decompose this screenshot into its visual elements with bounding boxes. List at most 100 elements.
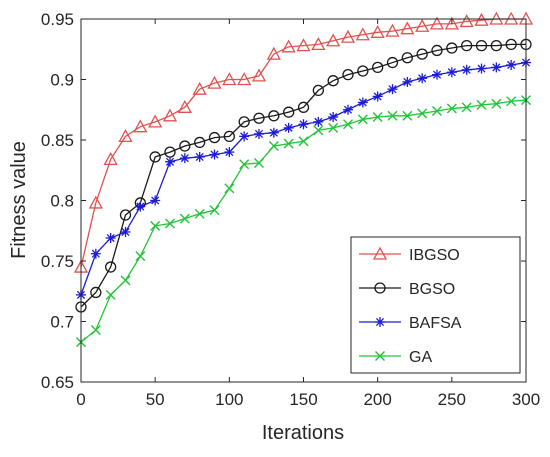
data-point-bafsa <box>313 116 324 127</box>
series-markers-ibgso <box>73 11 534 273</box>
data-point-bafsa <box>372 91 383 102</box>
data-point-ibgso <box>148 114 163 128</box>
data-point-ga <box>268 141 279 152</box>
x-axis-title: Iterations <box>262 422 344 444</box>
data-point-ga <box>387 110 398 121</box>
x-tick-label: 0 <box>76 390 85 409</box>
legend-box <box>350 236 521 374</box>
data-point-bafsa <box>506 59 517 70</box>
data-point-ga <box>105 289 116 300</box>
data-point-ibgso <box>162 108 178 122</box>
data-point-bgso <box>119 209 132 221</box>
data-point-bgso <box>431 44 443 57</box>
data-point-bafsa <box>209 149 220 160</box>
data-point-ibgso <box>415 18 430 32</box>
legend-item-ga: GA <box>359 349 432 366</box>
data-point-ga <box>313 125 324 136</box>
data-point-ibgso <box>118 129 133 143</box>
data-point-bgso <box>208 131 221 144</box>
data-point-bafsa <box>298 119 309 130</box>
data-point-bafsa <box>90 248 101 259</box>
data-point-ga <box>165 218 175 229</box>
x-tick-label: 300 <box>512 390 540 409</box>
data-point-ibgso <box>474 12 489 26</box>
data-point-ga <box>298 136 309 147</box>
data-point-bgso <box>416 48 428 60</box>
data-point-ga <box>491 98 502 109</box>
data-point-ga <box>135 251 146 262</box>
data-point-bafsa <box>239 131 250 142</box>
data-point-ibgso <box>444 16 459 30</box>
data-point-bgso <box>90 286 102 299</box>
data-point-bafsa <box>461 64 472 75</box>
data-point-ga <box>179 213 190 224</box>
data-point-ga <box>254 157 264 168</box>
data-point-bgso <box>446 42 458 54</box>
y-tick-label: 0.85 <box>41 131 74 150</box>
data-point-ga <box>343 119 353 130</box>
data-point-ibgso <box>281 39 296 53</box>
data-point-bafsa <box>476 63 487 74</box>
legend-item-bafsa: BAFSA <box>359 315 462 332</box>
legend-item-ibgso: IBGSO <box>359 246 460 264</box>
data-point-bgso <box>283 106 295 118</box>
data-point-ga <box>461 102 472 113</box>
x-tick-label: 250 <box>438 390 466 409</box>
data-point-bafsa <box>432 69 442 80</box>
y-tick-label: 0.75 <box>41 252 74 271</box>
data-point-bafsa <box>179 153 190 164</box>
series-line-bgso <box>80 43 526 308</box>
data-point-bgso <box>194 136 206 149</box>
data-point-bafsa <box>417 73 428 84</box>
data-point-ibgso <box>237 72 252 86</box>
data-point-ibgso <box>459 14 474 28</box>
legend-swatch-marker <box>372 246 388 260</box>
data-point-ibgso <box>326 33 341 47</box>
data-point-bgso <box>461 39 473 52</box>
y-axis-title: Fitness value <box>8 141 30 259</box>
series-markers-ga <box>76 95 531 348</box>
data-point-ga <box>446 103 457 114</box>
data-point-ibgso <box>133 119 148 133</box>
data-point-bgso <box>253 112 265 124</box>
data-point-ibgso <box>355 27 370 41</box>
data-point-bgso <box>357 65 369 77</box>
data-point-ga <box>239 159 250 170</box>
data-point-bgso <box>105 261 117 273</box>
data-point-ga <box>506 96 517 107</box>
data-point-bafsa <box>446 67 457 78</box>
legend-swatch-marker <box>375 351 385 361</box>
data-point-ga <box>417 108 428 119</box>
data-point-bafsa <box>328 112 339 123</box>
series-markers-bafsa <box>76 57 531 300</box>
data-point-bafsa <box>402 76 413 87</box>
data-point-ibgso <box>385 23 400 37</box>
data-point-ibgso <box>207 75 222 89</box>
data-point-ibgso <box>311 37 326 51</box>
data-point-ga <box>357 114 368 125</box>
data-point-ibgso <box>340 29 356 43</box>
data-point-ibgso <box>370 24 385 38</box>
data-point-ga <box>372 112 383 123</box>
legend-swatch-marker <box>374 282 386 294</box>
data-point-bafsa <box>135 201 146 212</box>
data-point-ga <box>150 220 161 231</box>
data-point-bafsa <box>150 195 161 206</box>
data-point-ga <box>283 138 294 149</box>
data-point-ibgso <box>429 16 445 30</box>
legend-label: GA <box>409 349 432 366</box>
data-point-ga <box>120 275 131 286</box>
data-point-bafsa <box>357 97 368 108</box>
data-point-bgso <box>342 69 354 81</box>
data-point-ibgso <box>222 72 237 86</box>
x-tick-label: 50 <box>146 390 165 409</box>
y-tick-label: 0.95 <box>41 10 74 29</box>
data-point-bgso <box>505 38 517 51</box>
axes: 0 50 100 150 200 250 300 0.65 0.7 0.75 0.8 0.85 0.9 0… <box>41 10 540 409</box>
data-point-ga <box>432 105 442 116</box>
legend-label: BAFSA <box>409 315 462 332</box>
data-point-bafsa <box>224 147 235 158</box>
y-tick-label: 0.65 <box>41 373 74 392</box>
data-point-ibgso <box>88 195 103 209</box>
